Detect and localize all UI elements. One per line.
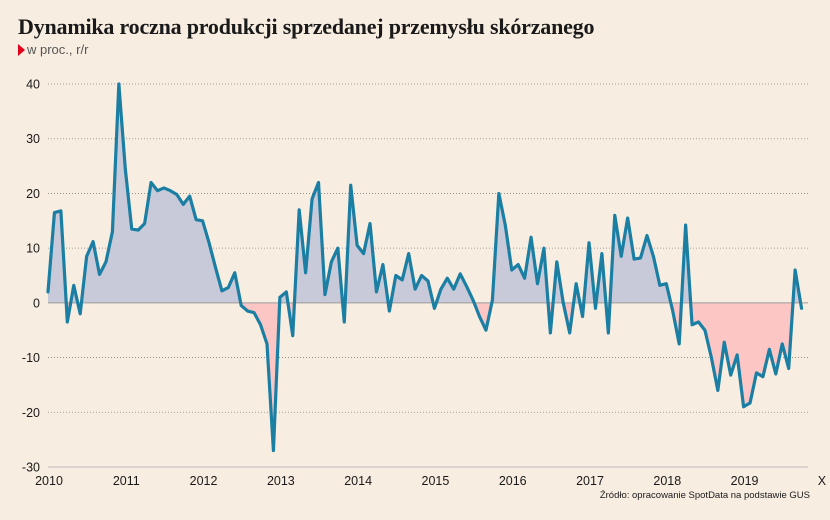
y-tick-label: 10 (26, 242, 40, 256)
x-tick-label: 2018 (653, 474, 681, 488)
subtitle-text: w proc., r/r (27, 42, 89, 57)
negative-area (240, 302, 280, 451)
x-tick-label: 2012 (190, 474, 218, 488)
triangle-marker-icon (18, 43, 25, 56)
x-tick-label: 2011 (113, 474, 140, 488)
y-tick-label: 20 (26, 187, 40, 201)
y-tick-label: -20 (22, 406, 40, 420)
series-line (46, 82, 804, 453)
x-tick-label: 2013 (267, 474, 295, 488)
x-tick-label: 2017 (576, 474, 604, 488)
chart-subtitle: w proc., r/r (18, 42, 88, 57)
y-tick-label: -30 (22, 461, 40, 475)
positive-area (81, 84, 241, 303)
x-tick-label: 2015 (422, 474, 450, 488)
y-tick-label: 40 (26, 78, 40, 92)
x-tick-label: 2016 (499, 474, 527, 488)
x-tick-label: X (818, 474, 827, 488)
chart-title: Dynamika roczna produkcji sprzedanej prz… (18, 14, 595, 39)
source-note: Źródło: opracowanie SpotData na podstawi… (599, 490, 810, 501)
x-tick-label: 2014 (344, 474, 372, 488)
y-tick-label: 0 (33, 296, 40, 310)
x-tick-label: 2010 (35, 474, 63, 488)
y-tick-label: 30 (26, 132, 40, 146)
x-tick-label: 2019 (731, 474, 759, 488)
y-tick-label: -10 (22, 351, 40, 365)
positive-area (491, 193, 549, 303)
